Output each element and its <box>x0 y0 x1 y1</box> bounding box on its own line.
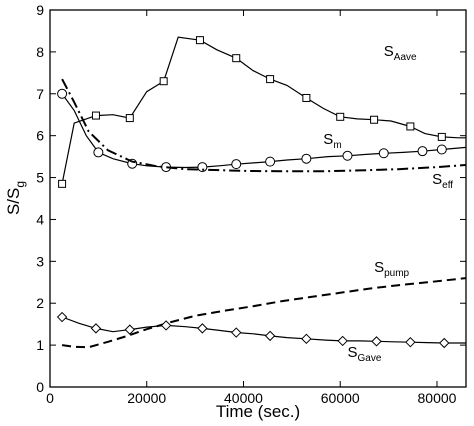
series-s_aave <box>58 36 466 188</box>
data-point-s_aave <box>336 112 345 121</box>
series-line-s_gave <box>61 316 466 344</box>
series-label-sub: m <box>333 140 341 151</box>
data-point-s_aave <box>91 111 100 120</box>
data-point-s_aave <box>437 132 446 141</box>
y-tick-label: 8 <box>36 44 44 60</box>
tick-layer: 0 20000 40000 60000 80000 0 1 2 3 4 5 6 7 8 9 <box>36 2 466 406</box>
series-label-main: S <box>323 131 333 148</box>
series-label-main: S <box>374 259 384 276</box>
data-point-s_m <box>378 148 389 159</box>
y-axis-label: S/Sg <box>4 181 27 215</box>
series-layer <box>56 36 467 349</box>
y-axis-label-main: S/S <box>4 188 23 215</box>
data-point-s_gave <box>337 335 348 347</box>
series-label-s_m: Sm <box>323 131 341 151</box>
series-label-s_gave: SGave <box>347 344 381 364</box>
data-point-s_aave <box>406 122 415 131</box>
series-line-s_m <box>61 93 467 169</box>
data-point-s_gave <box>124 324 136 335</box>
series-s_eff <box>61 78 467 173</box>
data-point-s_gave <box>371 336 382 347</box>
data-point-s_gave <box>90 323 102 334</box>
y-tick-label: 0 <box>36 379 44 395</box>
plot-frame <box>49 9 467 388</box>
y-tick-label: 4 <box>36 211 44 227</box>
data-point-s_gave <box>439 337 450 349</box>
data-point-s_aave <box>232 54 241 63</box>
data-point-s_gave <box>231 327 242 338</box>
data-point-s_m <box>301 153 312 164</box>
data-point-s_aave <box>266 75 275 84</box>
series-label-sub: eff <box>442 180 453 191</box>
y-tick-label: 9 <box>36 2 44 18</box>
data-point-s_aave <box>58 179 67 188</box>
svg-text:S/Sg: S/Sg <box>4 181 27 215</box>
data-point-s_gave <box>301 333 312 345</box>
data-point-s_m <box>93 147 104 158</box>
data-point-s_aave <box>125 114 134 123</box>
data-point-s_aave <box>302 93 311 102</box>
data-point-s_gave <box>56 311 68 323</box>
data-point-s_gave <box>264 330 276 342</box>
data-point-s_m <box>265 156 276 167</box>
data-point-s_gave <box>405 336 416 348</box>
x-tick-label: 40000 <box>224 390 263 406</box>
y-axis-label-sub: g <box>13 181 27 188</box>
data-point-s_m <box>436 144 447 155</box>
series-label-main: S <box>432 171 442 188</box>
x-tick-label: 80000 <box>418 390 457 406</box>
series-label-sub: Gave <box>358 353 382 364</box>
y-tick-label: 5 <box>36 170 44 186</box>
series-s_gave <box>56 311 466 349</box>
data-point-s_gave <box>160 320 172 331</box>
data-point-s_aave <box>195 36 204 45</box>
y-tick-label: 1 <box>36 337 44 353</box>
data-point-s_m <box>57 88 68 99</box>
series-label-sub: Aave <box>394 52 417 63</box>
y-tick-label: 2 <box>36 295 44 311</box>
x-tick-label: 60000 <box>321 390 360 406</box>
y-tick-label: 7 <box>36 86 44 102</box>
series-label-s_aave: SAave <box>384 43 417 63</box>
series-line-s_pump <box>61 277 467 349</box>
series-label-main: S <box>347 344 357 361</box>
data-point-s_aave <box>370 115 379 124</box>
series-label-s_eff: Seff <box>432 171 453 191</box>
data-point-s_gave <box>197 323 208 334</box>
series-label-sub: pump <box>384 268 409 279</box>
data-point-s_m <box>342 150 353 161</box>
series-label-main: S <box>384 43 394 60</box>
series-label-s_pump: Spump <box>374 259 409 279</box>
data-point-s_m <box>197 162 208 173</box>
data-point-s_m <box>231 159 242 170</box>
series-s_m <box>57 88 467 173</box>
y-tick-label: 3 <box>36 253 44 269</box>
x-tick-label: 0 <box>46 390 54 406</box>
data-point-s_aave <box>159 77 168 86</box>
y-tick-label: 6 <box>36 128 44 144</box>
series-line-s_eff <box>61 78 467 173</box>
series-s_pump <box>61 277 467 349</box>
x-tick-label: 20000 <box>127 390 166 406</box>
x-axis-label: Time (sec.) <box>216 402 300 421</box>
data-point-s_m <box>417 146 428 157</box>
